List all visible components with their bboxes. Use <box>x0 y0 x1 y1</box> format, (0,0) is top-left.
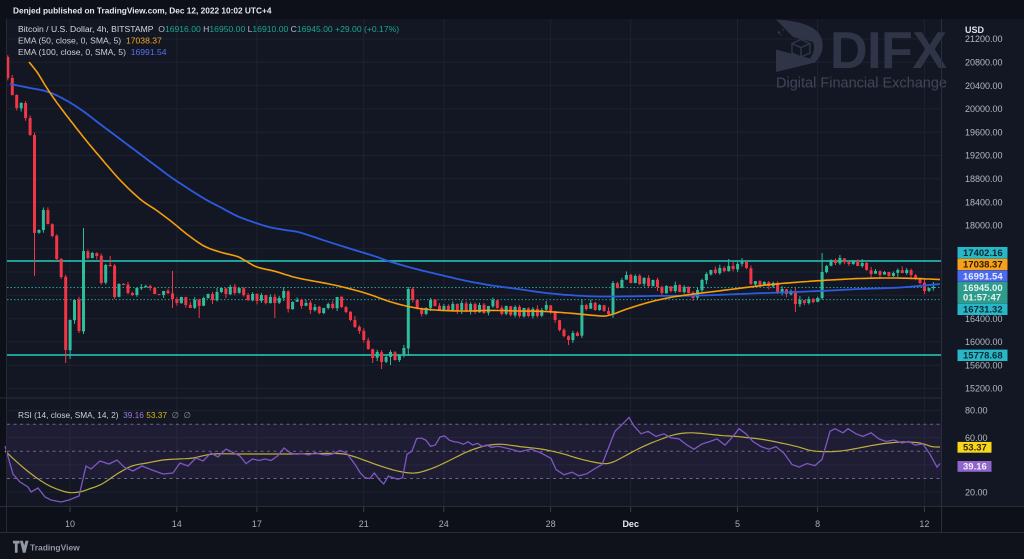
svg-text:15600.00: 15600.00 <box>965 360 1003 370</box>
svg-text:16400.00: 16400.00 <box>965 314 1003 324</box>
svg-text:80.00: 80.00 <box>965 406 988 416</box>
svg-text:21: 21 <box>359 519 369 529</box>
svg-text:EMA (100, close, 0, SMA, 5) 1: EMA (100, close, 0, SMA, 5) 16991.54 <box>18 47 167 57</box>
svg-text:14: 14 <box>172 519 182 529</box>
svg-text:28: 28 <box>546 519 556 529</box>
svg-text:17: 17 <box>252 519 262 529</box>
svg-text:Digital Financial Exchange: Digital Financial Exchange <box>776 76 947 92</box>
svg-text:16991.54: 16991.54 <box>963 271 1003 282</box>
svg-text:20800.00: 20800.00 <box>965 58 1003 68</box>
svg-text:01:57:47: 01:57:47 <box>963 293 1001 304</box>
svg-text:Denjed published on TradingVie: Denjed published on TradingView.com, Dec… <box>13 6 272 16</box>
svg-text:Bitcoin / U.S. Dollar, 4h, BIT: Bitcoin / U.S. Dollar, 4h, BITSTAMP O169… <box>18 24 399 34</box>
svg-text:12: 12 <box>919 519 929 529</box>
svg-text:21200.00: 21200.00 <box>965 34 1003 44</box>
svg-text:60.00: 60.00 <box>965 433 988 443</box>
svg-text:8: 8 <box>815 519 820 529</box>
svg-text:16000.00: 16000.00 <box>965 337 1003 347</box>
svg-text:20.00: 20.00 <box>965 487 988 497</box>
svg-text:19200.00: 19200.00 <box>965 151 1003 161</box>
svg-text:RSI (14, close, SMA, 14, 2) 3: RSI (14, close, SMA, 14, 2) 39.16 53.37 … <box>18 410 191 420</box>
svg-text:DIFX: DIFX <box>830 22 947 80</box>
svg-text:Dec: Dec <box>622 519 639 529</box>
svg-text:24: 24 <box>439 519 449 529</box>
svg-text:15200.00: 15200.00 <box>965 384 1003 394</box>
svg-text:EMA (50, close, 0, SMA, 5) 17: EMA (50, close, 0, SMA, 5) 17038.37 <box>18 35 162 45</box>
svg-text:16731.32: 16731.32 <box>963 305 1003 316</box>
svg-text:10: 10 <box>65 519 75 529</box>
svg-text:19600.00: 19600.00 <box>965 127 1003 137</box>
svg-text:17402.16: 17402.16 <box>963 248 1003 259</box>
svg-text:16945.00: 16945.00 <box>963 283 1003 294</box>
svg-text:17038.37: 17038.37 <box>963 260 1003 271</box>
svg-text:18400.00: 18400.00 <box>965 197 1003 207</box>
svg-text:15778.68: 15778.68 <box>963 351 1003 362</box>
svg-text:18800.00: 18800.00 <box>965 174 1003 184</box>
svg-text:USD: USD <box>965 25 985 35</box>
svg-text:53.37: 53.37 <box>963 443 987 454</box>
svg-text:5: 5 <box>735 519 740 529</box>
svg-text:18000.00: 18000.00 <box>965 221 1003 231</box>
svg-text:20000.00: 20000.00 <box>965 104 1003 114</box>
svg-text:39.16: 39.16 <box>963 462 987 473</box>
svg-text:TradingView: TradingView <box>30 542 80 552</box>
svg-text:20400.00: 20400.00 <box>965 81 1003 91</box>
